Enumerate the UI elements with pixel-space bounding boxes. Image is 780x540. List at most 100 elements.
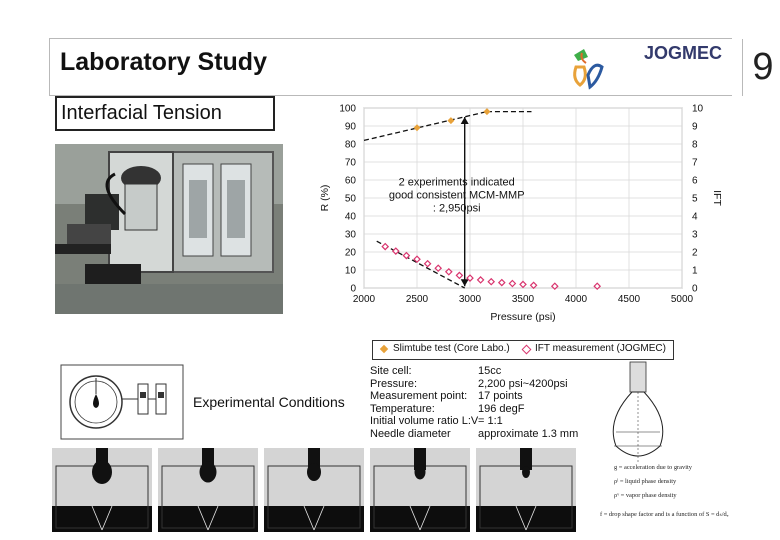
mmp-annotation-line: 2 experiments indicated bbox=[399, 176, 515, 188]
y-right-tick-label: 1 bbox=[692, 266, 698, 277]
ift-point bbox=[508, 279, 517, 288]
x-tick-label: 2500 bbox=[406, 294, 429, 305]
condition-key: Site cell: bbox=[370, 365, 412, 377]
y-left-tick-label: 10 bbox=[345, 266, 357, 277]
droplet bbox=[199, 461, 217, 483]
diagram-formula-shape: f = drop shape factor and is a function … bbox=[600, 511, 729, 518]
droplet-reflection-line bbox=[525, 505, 537, 531]
y-left-tick-label: 20 bbox=[345, 248, 357, 259]
pendant-drop-figure bbox=[612, 361, 664, 464]
slimtube-point bbox=[483, 108, 491, 116]
experimental-conditions-label: Experimental Conditions bbox=[193, 394, 345, 410]
mmp-arrow-down-head bbox=[460, 279, 469, 287]
y-left-tick-label: 70 bbox=[345, 158, 357, 169]
condition-value: 196 degF bbox=[478, 402, 525, 415]
condition-value: 15cc bbox=[478, 365, 502, 377]
ift-trend-line bbox=[376, 240, 466, 289]
mmp-annotation-line: : 2,950psi bbox=[433, 202, 481, 214]
y-right-tick-label: 6 bbox=[692, 176, 698, 187]
slimtube-trend-line bbox=[363, 110, 488, 142]
ift-point bbox=[497, 278, 506, 287]
y-left-axis-label: R (%) bbox=[319, 185, 331, 212]
droplet-reflection-line bbox=[409, 505, 421, 531]
y-right-tick-label: 0 bbox=[692, 284, 698, 295]
ift-point bbox=[391, 247, 400, 255]
mmp-annotation-line: good consistent MCM-MMP bbox=[389, 189, 525, 201]
droplet bbox=[414, 464, 426, 480]
condition-key: Measurement point: bbox=[370, 390, 468, 402]
ift-point bbox=[487, 277, 496, 286]
slide-number: 9 bbox=[742, 39, 780, 96]
slimtube-point bbox=[413, 124, 421, 132]
ift-point bbox=[529, 281, 538, 290]
x-tick-label: 4500 bbox=[618, 294, 641, 305]
ift-point bbox=[402, 251, 411, 260]
y-right-tick-label: 5 bbox=[692, 194, 698, 205]
ift-point bbox=[434, 264, 443, 273]
needle bbox=[414, 448, 426, 470]
slide-header: Laboratory Study JOGMEC 9 bbox=[49, 38, 774, 96]
y-left-tick-label: 30 bbox=[345, 230, 357, 241]
y-left-tick-label: 40 bbox=[345, 212, 357, 223]
diagram-formula-vapor: ρᵛ = vapor phase density bbox=[614, 492, 677, 499]
chart-legend: Slimtube test (Core Labo.) IFT measureme… bbox=[372, 340, 674, 360]
mmp-chart: 2000 2500 3000 3500 4000 4500 5000010203040506… bbox=[319, 104, 722, 324]
droplet-images bbox=[52, 448, 576, 532]
apparatus-schematic bbox=[60, 364, 184, 440]
ift-point bbox=[413, 255, 421, 264]
droplet-reflection-line bbox=[515, 505, 527, 531]
pendant-drop-diagram: g = acceleration due to gravity ρˡ = liq… bbox=[596, 360, 750, 540]
y-left-tick-label: 50 bbox=[345, 194, 357, 205]
droplet bbox=[307, 463, 321, 481]
x-tick-label: 4000 bbox=[565, 294, 588, 305]
y-right-tick-label: 3 bbox=[692, 230, 698, 241]
x-tick-label: 3000 bbox=[459, 294, 482, 305]
slide-title: Laboratory Study bbox=[60, 48, 267, 76]
droplet bbox=[92, 460, 112, 484]
section-label: Interfacial Tension bbox=[61, 102, 222, 124]
condition-key: Pressure: bbox=[370, 377, 418, 390]
condition-value: approximate 1.3 mm bbox=[478, 427, 579, 440]
brand-name: JOGMEC bbox=[644, 43, 723, 63]
droplet bbox=[522, 466, 530, 478]
ift-point bbox=[381, 242, 390, 251]
jogmec-logo bbox=[573, 49, 604, 90]
legend-slimtube-label: Slimtube test (Core Labo.) bbox=[393, 343, 510, 354]
condition-key: Initial volume ratio L:V bbox=[370, 415, 479, 427]
droplet-reflection-line bbox=[197, 505, 209, 531]
y-right-tick-label: 4 bbox=[692, 212, 698, 223]
droplet-reflection-line bbox=[313, 505, 325, 531]
section-label-box: Interfacial Tension bbox=[55, 96, 275, 131]
diagram-formula-gravity: g = acceleration due to gravity bbox=[614, 464, 692, 471]
condition-key: Needle diameter bbox=[370, 427, 451, 440]
y-right-tick-label: 10 bbox=[692, 104, 704, 115]
condition-key: Temperature: bbox=[370, 402, 435, 415]
y-left-tick-label: 0 bbox=[350, 284, 356, 295]
y-right-tick-label: 7 bbox=[692, 158, 698, 169]
ift-point bbox=[423, 259, 432, 268]
ift-point bbox=[444, 267, 453, 276]
y-left-tick-label: 100 bbox=[339, 104, 356, 115]
droplet-reflection-line bbox=[207, 505, 219, 531]
legend-ift-label: IFT measurement (JOGMEC) bbox=[535, 343, 666, 354]
droplet-reflection-line bbox=[101, 505, 113, 531]
ift-point bbox=[550, 282, 559, 291]
x-axis-label: Pressure (psi) bbox=[490, 311, 555, 323]
diagram-formula-liquid: ρˡ = liquid phase density bbox=[614, 478, 677, 485]
ift-point bbox=[476, 276, 485, 284]
x-tick-label: 5000 bbox=[671, 294, 694, 305]
needle bbox=[520, 448, 532, 470]
y-left-tick-label: 60 bbox=[345, 176, 357, 187]
slimtube-marker-icon bbox=[379, 344, 389, 354]
droplet-reflection-line bbox=[419, 505, 431, 531]
x-tick-label: 2000 bbox=[353, 294, 376, 305]
slimtube-point bbox=[447, 117, 455, 125]
y-left-tick-label: 80 bbox=[345, 140, 357, 151]
lab-equipment-photo bbox=[55, 144, 283, 314]
condition-value: 17 points bbox=[478, 390, 523, 402]
y-right-axis-label: IFT bbox=[711, 190, 722, 206]
condition-value: = 1:1 bbox=[478, 415, 503, 427]
droplet-reflection-line bbox=[91, 505, 103, 531]
ift-marker-icon bbox=[521, 344, 532, 355]
y-right-tick-label: 2 bbox=[692, 248, 698, 259]
